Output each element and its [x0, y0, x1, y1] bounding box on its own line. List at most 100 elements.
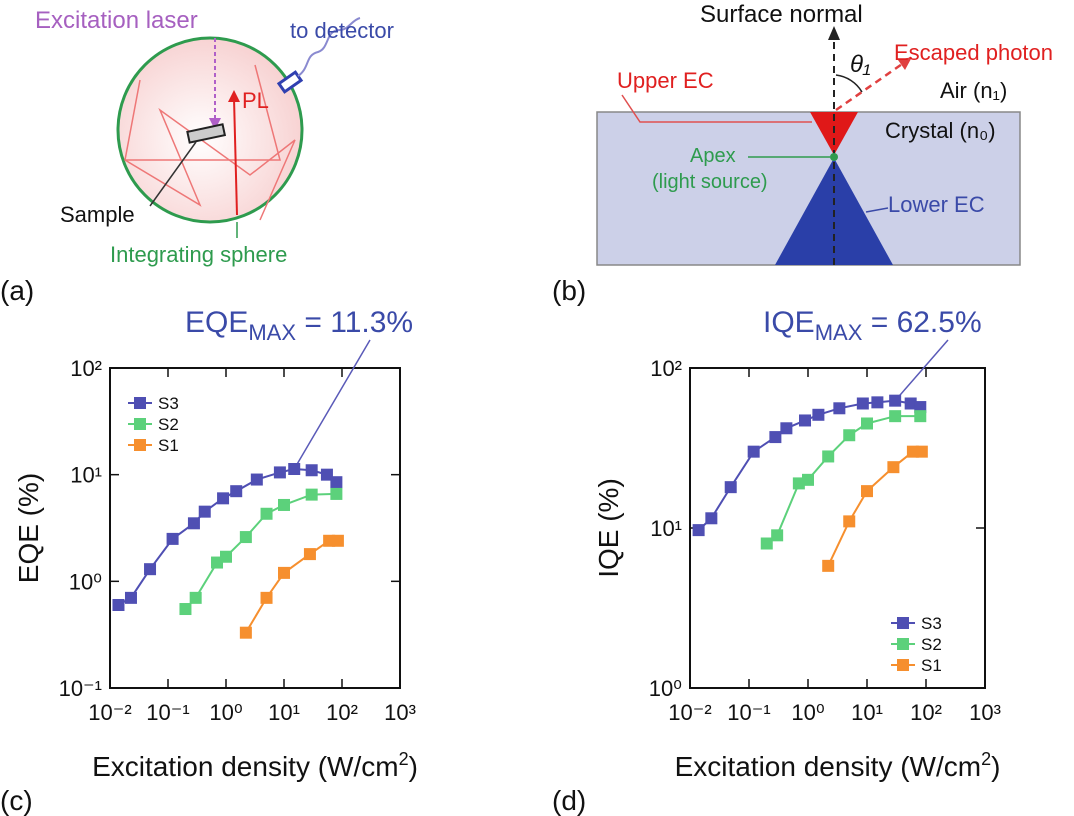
legend-marker	[897, 659, 909, 671]
annotation: IQEMAX = 62.5%	[763, 306, 982, 345]
data-point	[239, 531, 252, 544]
data-point	[288, 463, 301, 476]
y-tick-label: 10¹	[650, 516, 682, 541]
data-point	[861, 417, 873, 430]
data-point	[724, 481, 737, 494]
upper-ec	[810, 112, 858, 155]
legend-label: S3	[158, 394, 179, 413]
reflection-path	[125, 64, 281, 161]
panel-label: (b)	[552, 275, 586, 306]
data-point	[124, 591, 137, 604]
data-point	[320, 468, 333, 481]
label: PL	[242, 88, 269, 113]
pl-arrowhead	[228, 90, 240, 102]
plot-frame	[109, 367, 401, 689]
data-point	[833, 402, 846, 415]
legend-label: S2	[921, 635, 942, 654]
data-point	[179, 603, 192, 616]
data-point	[843, 429, 856, 442]
data-point	[747, 445, 760, 458]
upper-ec-leader	[621, 94, 812, 123]
data-point	[887, 461, 900, 474]
y-tick-label: 10⁰	[69, 569, 102, 594]
data-point	[273, 466, 286, 479]
apex-point	[830, 153, 838, 161]
label: Sample	[60, 202, 135, 227]
laser-arrowhead	[209, 118, 221, 130]
y-axis-label: EQE (%)	[13, 473, 44, 583]
legend-marker	[134, 397, 146, 409]
data-point	[144, 563, 157, 576]
label: θ₁	[850, 51, 871, 78]
legend-label: S3	[921, 614, 942, 633]
y-tick-label: 10⁻¹	[59, 676, 102, 701]
legend-label: S1	[158, 436, 179, 455]
data-point	[230, 485, 243, 498]
data-point	[780, 422, 793, 435]
x-axis-label-sup: 2	[981, 749, 991, 769]
annotation: EQEMAX = 11.3%	[185, 306, 413, 345]
normal-arrowhead	[828, 26, 840, 40]
data-point	[822, 450, 835, 463]
data-point	[220, 550, 232, 563]
legend-marker	[134, 418, 146, 430]
x-tick-label: 10⁻¹	[146, 700, 189, 725]
annotation-part: = 11.3%	[296, 306, 413, 339]
x-axis-label-part: Excitation density (W/cm	[675, 751, 982, 782]
data-point	[802, 473, 814, 486]
angle-arc	[835, 74, 863, 93]
label: Integrating sphere	[110, 242, 287, 267]
data-point	[914, 410, 927, 423]
data-point	[187, 517, 200, 530]
annotation-part: = 62.5%	[862, 306, 981, 339]
data-point	[843, 515, 856, 528]
x-axis-label-part: )	[409, 751, 418, 782]
x-axis-label-sup: 2	[399, 749, 409, 769]
pl-arrow	[233, 97, 238, 216]
panel-label: (c)	[0, 785, 33, 816]
x-tick-label: 10²	[326, 700, 358, 725]
data-point	[239, 626, 252, 639]
data-point	[904, 397, 917, 410]
x-tick-label: 10⁰	[209, 700, 242, 725]
data-point	[260, 591, 273, 604]
sample-leader	[149, 141, 197, 207]
data-point	[250, 473, 263, 486]
x-tick-label: 10⁻²	[668, 700, 711, 725]
data-point	[330, 487, 343, 500]
label: Escaped photon	[894, 40, 1053, 65]
legend-marker	[897, 638, 909, 650]
x-tick-label: 10¹	[268, 700, 300, 725]
label: Surface normal	[700, 1, 863, 28]
label: Apex	[690, 145, 736, 167]
annotation-part: IQE	[763, 306, 815, 339]
data-point	[198, 505, 211, 518]
x-axis-label: Excitation density (W/cm2)	[675, 749, 1001, 782]
label: Lower EC	[888, 192, 985, 217]
label: (light source)	[652, 171, 768, 193]
y-axis-label: IQE (%)	[593, 478, 624, 578]
data-point	[914, 401, 927, 414]
data-point	[769, 431, 782, 444]
x-tick-label: 10⁻²	[88, 700, 131, 725]
label: Excitation laser	[35, 7, 198, 34]
data-point	[166, 532, 179, 545]
data-point	[812, 408, 825, 421]
data-point	[705, 512, 718, 525]
legend-marker	[897, 617, 909, 629]
x-tick-label: 10⁻¹	[727, 700, 770, 725]
data-point	[799, 414, 812, 427]
series-line	[827, 450, 922, 567]
annotation-sub: MAX	[248, 320, 296, 345]
x-axis-label-part: )	[991, 751, 1000, 782]
legend-label: S2	[158, 415, 179, 434]
data-point	[760, 537, 773, 550]
data-point	[278, 498, 290, 511]
annotation-sub: MAX	[815, 320, 863, 345]
x-tick-label: 10³	[969, 700, 1001, 725]
legend-label: S1	[921, 656, 942, 675]
data-point	[792, 477, 805, 490]
data-point	[692, 524, 705, 537]
x-tick-label: 10⁰	[791, 700, 824, 725]
